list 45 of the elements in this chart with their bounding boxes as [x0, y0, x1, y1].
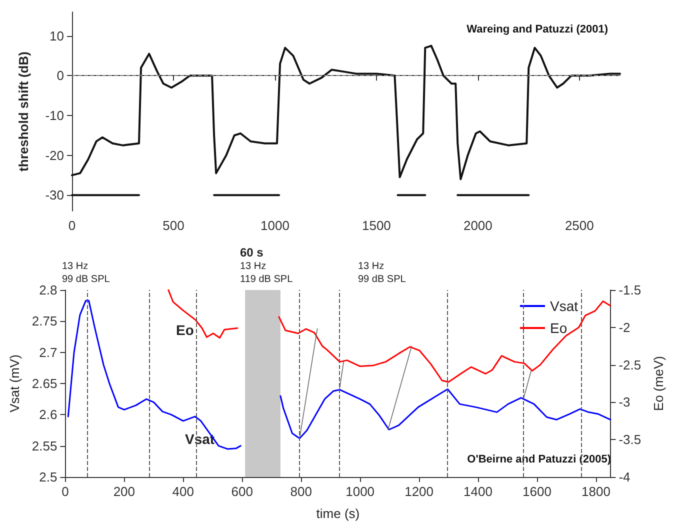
y-tick-label: 10 [50, 28, 64, 44]
x-tick-label: 2500 [564, 218, 594, 233]
x-tick-label: 1500 [362, 218, 391, 233]
legend-label: Eo [550, 320, 568, 336]
annotation: Wareing and Patuzzi (2001) [466, 24, 608, 36]
x-tick-label: 0 [68, 218, 76, 233]
y-tick-label: 2.75 [32, 314, 58, 329]
text: 13 Hz 99 dB SPL [62, 261, 110, 285]
x-tick-label: 1000 [260, 218, 290, 233]
annotation: Eo [176, 322, 194, 338]
y2-tick-label: -1.5 [618, 282, 642, 298]
y2-axis-title: Eo (meV) [651, 356, 666, 411]
y-axis-title: Vsat (mV) [7, 354, 22, 412]
x-tick-label: 2000 [463, 218, 492, 233]
y-tick-label: 2.65 [32, 376, 58, 391]
legend-label: Vsat [550, 298, 578, 314]
y2-tick-label: -3.5 [618, 432, 642, 448]
y-axis-title: threshold shift (dB) [16, 52, 31, 172]
x-tick-label: 800 [290, 484, 312, 499]
x-tick-label: 200 [113, 484, 136, 499]
x-tick-label: 1200 [404, 484, 434, 499]
y-tick-label: -20 [45, 148, 64, 163]
y2-tick-label: -3 [618, 394, 630, 410]
y2-tick-label: -4 [618, 470, 630, 484]
text: 13 Hz 99 dB SPL [358, 261, 406, 285]
y-tick-label: 2.6 [39, 407, 58, 422]
y-tick-label: 2.55 [32, 438, 58, 454]
y2-tick-label: -2.5 [618, 357, 642, 372]
x-tick-label: 1600 [522, 484, 552, 499]
y-tick-label: 2.8 [39, 282, 58, 298]
y-tick-label: 2.5 [39, 470, 58, 484]
x-tick-label: 1000 [346, 484, 375, 499]
y2-tick-label: -2 [618, 320, 630, 335]
y-tick-label: 0 [56, 68, 64, 84]
text: 13 Hz 119 dB SPL [240, 261, 294, 285]
x-tick-label: 400 [172, 484, 194, 499]
x-tick-label: 600 [231, 484, 253, 499]
x-tick-label: 1400 [464, 484, 492, 499]
x-axis-title: time (s) [316, 506, 360, 521]
x-tick-label: 500 [162, 218, 184, 233]
y-tick-label: 2.7 [39, 344, 58, 360]
y-tick-label: -10 [45, 108, 64, 123]
text: 60 s [240, 246, 264, 260]
x-tick-label: 1800 [581, 484, 610, 499]
y-tick-label: -30 [45, 188, 64, 203]
